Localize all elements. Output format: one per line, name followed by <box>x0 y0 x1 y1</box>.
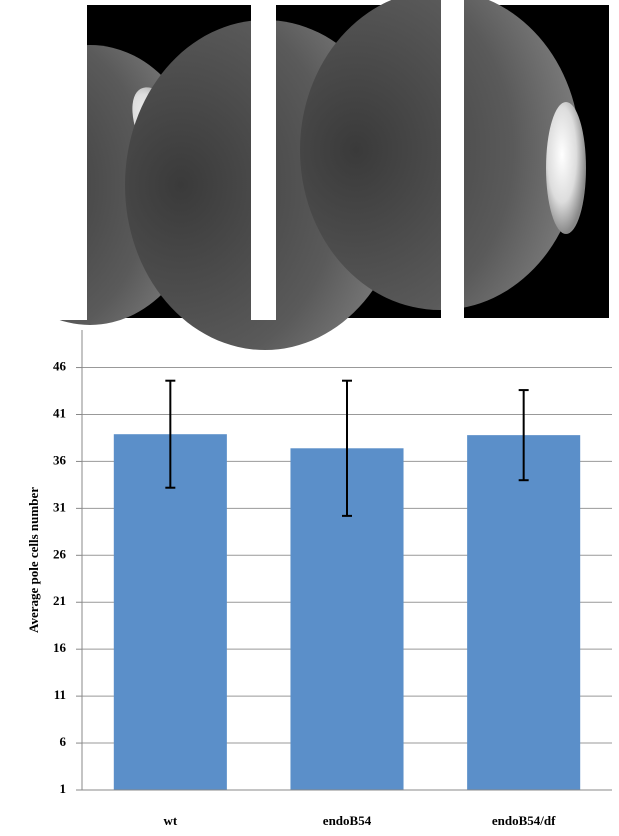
error-bar <box>342 379 352 517</box>
y-axis-label: Average pole cells number <box>26 487 41 633</box>
y-tick-label: 36 <box>53 452 67 467</box>
bar <box>467 435 581 790</box>
error-bar <box>165 379 176 489</box>
y-tick-label: 31 <box>53 499 66 514</box>
y-tick-label: 1 <box>60 781 67 796</box>
x-tick-label: wt <box>163 813 177 828</box>
error-bar <box>518 389 529 482</box>
y-tick-label: 16 <box>53 640 67 655</box>
y-tick-label: 46 <box>53 359 67 374</box>
y-tick-label: 21 <box>53 593 66 608</box>
bar <box>113 434 227 790</box>
x-tick-label: endoB54 <box>323 813 372 828</box>
y-tick-label: 6 <box>60 734 67 749</box>
y-tick-label: 11 <box>54 687 66 702</box>
x-tick-label: endoB54/df <box>492 813 556 828</box>
micrograph-panels <box>0 0 619 350</box>
y-tick-label: 41 <box>53 405 66 420</box>
y-tick-label: 26 <box>53 546 67 561</box>
